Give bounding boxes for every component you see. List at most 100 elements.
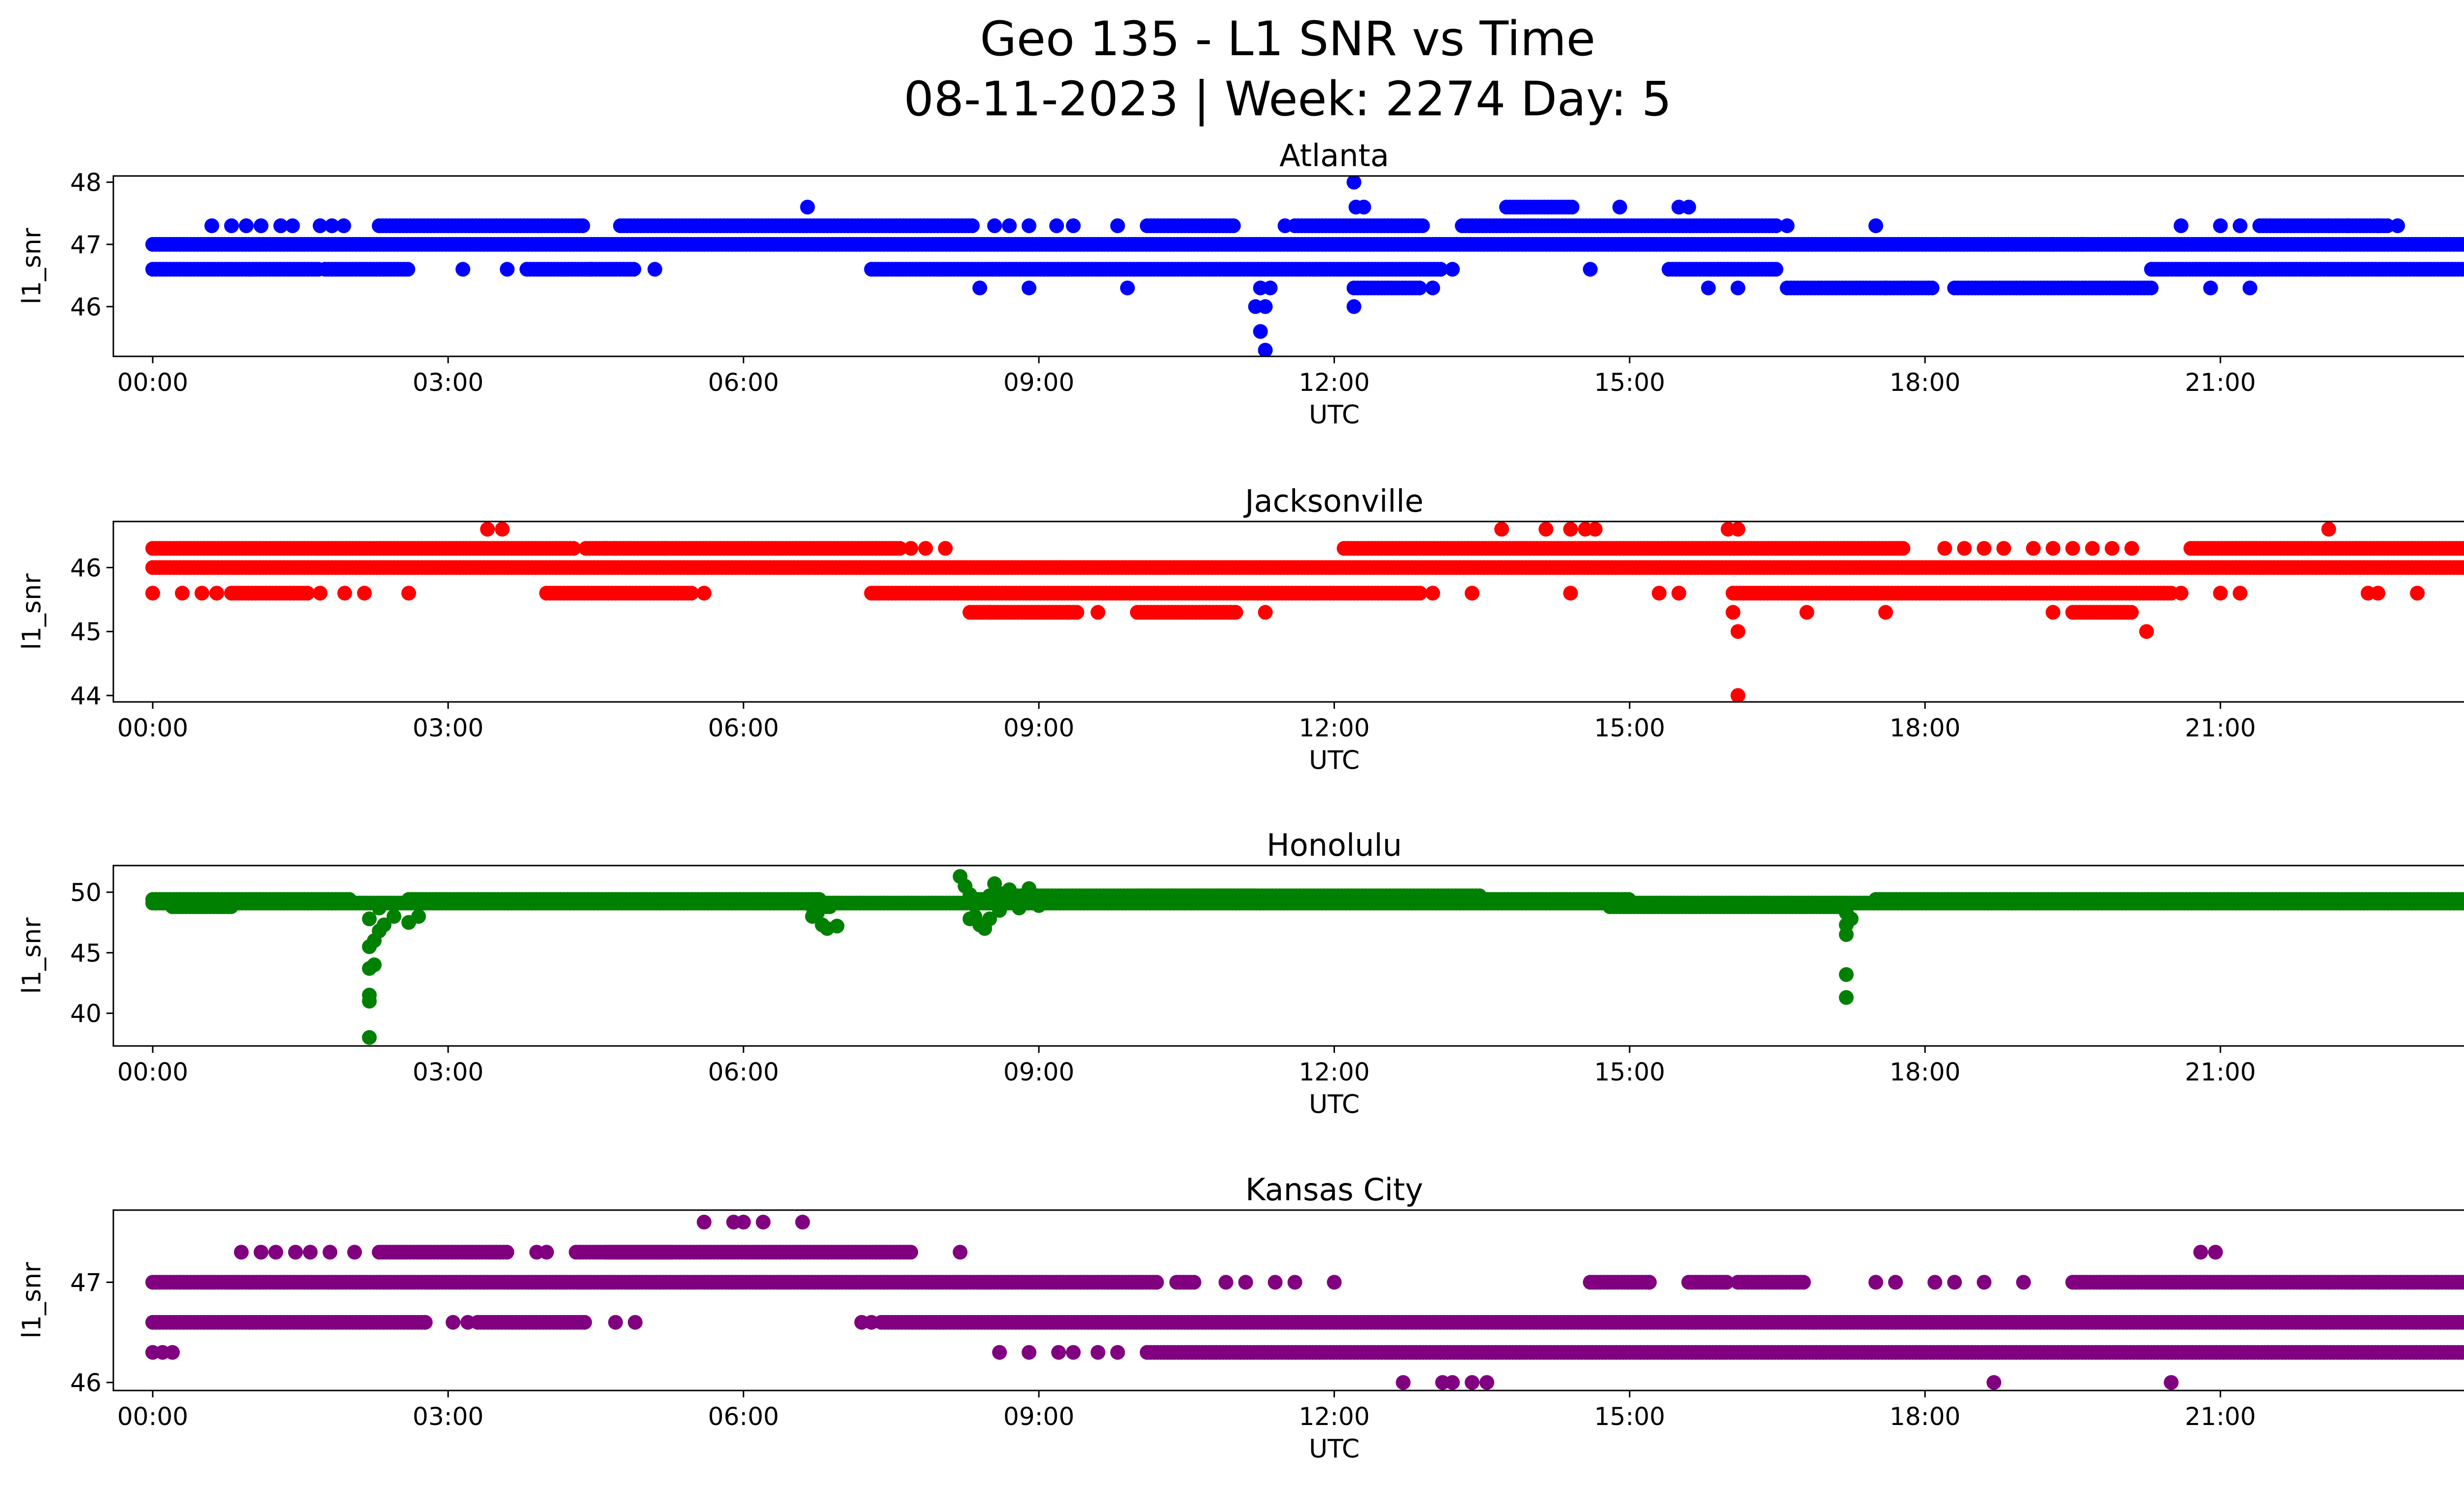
data-point — [2242, 280, 2258, 296]
data-point — [972, 280, 988, 296]
data-point — [2046, 605, 2060, 620]
x-tick-label: 06:00 — [708, 368, 779, 397]
data-point — [1768, 262, 1783, 277]
data-point — [1895, 541, 1911, 556]
x-axis-label: UTC — [1309, 400, 1360, 430]
data-point — [962, 887, 978, 902]
data-point — [376, 917, 392, 933]
data-point — [273, 218, 288, 233]
data-point — [367, 957, 382, 973]
x-tick-label: 00:00 — [117, 714, 188, 742]
data-point — [2075, 237, 2090, 252]
data-point — [892, 541, 907, 556]
data-point — [1839, 905, 1854, 920]
data-point — [1878, 605, 1893, 620]
data-point — [1588, 522, 1603, 537]
data-point — [224, 218, 239, 233]
data-point — [362, 911, 377, 927]
data-point — [1433, 262, 1448, 277]
data-point — [2085, 541, 2100, 556]
data-point — [982, 605, 997, 620]
x-tick-label: 03:00 — [412, 1058, 483, 1086]
x-tick-label: 18:00 — [1889, 368, 1960, 397]
data-point — [2321, 218, 2336, 233]
y-tick-label: 40 — [70, 1000, 102, 1028]
data-point — [1012, 901, 1027, 915]
data-point — [1563, 522, 1578, 537]
data-point — [1066, 218, 1081, 233]
data-point — [1539, 522, 1554, 537]
data-point — [1839, 967, 1854, 982]
data-point — [336, 218, 351, 233]
data-point — [1425, 586, 1440, 601]
data-point — [145, 586, 160, 601]
data-point — [1253, 324, 1268, 339]
data-point — [1996, 541, 2012, 556]
data-point — [918, 541, 933, 556]
data-point — [2410, 586, 2425, 601]
data-point — [657, 541, 672, 556]
data-point — [480, 522, 495, 537]
data-point — [194, 586, 209, 601]
data-point — [411, 909, 426, 924]
data-point — [1671, 586, 1686, 601]
data-point — [1472, 888, 1487, 904]
data-point — [1957, 541, 1972, 556]
data-point — [2046, 237, 2060, 252]
figure-title-line-2: 08-11-2023 | Week: 2274 Day: 5 — [903, 71, 1672, 127]
x-tick-label: 09:00 — [1003, 368, 1074, 397]
data-point — [647, 262, 662, 277]
data-point — [1061, 605, 1076, 620]
x-tick-label: 06:00 — [708, 1058, 779, 1086]
data-point — [1091, 605, 1105, 620]
data-point — [2462, 894, 2464, 905]
data-point — [1346, 299, 1362, 314]
data-point — [2370, 586, 2386, 601]
x-tick-label: 09:00 — [1003, 714, 1074, 742]
data-point — [1651, 586, 1667, 601]
data-point — [965, 218, 980, 233]
x-tick-label: 03:00 — [412, 368, 483, 397]
data-point — [1022, 218, 1037, 233]
data-point — [1258, 605, 1273, 620]
data-point — [1494, 522, 1509, 537]
data-point — [1799, 605, 1814, 620]
data-point — [2460, 238, 2464, 251]
data-point — [2046, 541, 2060, 556]
data-point — [1226, 218, 1241, 233]
data-point — [987, 218, 1002, 233]
data-point — [2460, 561, 2464, 574]
data-point — [938, 541, 953, 556]
data-point — [1277, 218, 1293, 233]
data-point — [253, 218, 269, 233]
data-point — [1049, 218, 1064, 233]
data-point — [992, 903, 1007, 918]
data-point — [2026, 541, 2041, 556]
data-point — [300, 586, 315, 601]
figure-title: Geo 135 - L1 SNR vs Time 08-11-2023 | We… — [0, 9, 2464, 129]
x-tick-label: 21:00 — [2185, 1058, 2256, 1086]
data-point — [1346, 176, 1362, 190]
data-point — [2124, 541, 2139, 556]
data-point — [1258, 343, 1273, 356]
data-point — [285, 218, 300, 233]
subplot-title: Atlanta — [1279, 138, 1389, 174]
x-tick-label: 18:00 — [1889, 1058, 1960, 1086]
data-point — [1725, 605, 1741, 620]
data-point — [1002, 218, 1017, 233]
x-axis-label: UTC — [1309, 1090, 1360, 1119]
data-point — [1022, 280, 1037, 296]
y-axis-label: l1_snr — [17, 573, 47, 650]
data-point — [1730, 624, 1745, 639]
series-honolulu — [145, 869, 2464, 1045]
data-point — [312, 586, 328, 601]
data-point — [1701, 280, 1716, 296]
data-point — [1412, 586, 1428, 601]
data-point — [1681, 200, 1696, 215]
x-tick-label: 15:00 — [1594, 714, 1665, 742]
data-point — [1247, 888, 1262, 904]
y-tick-label: 48 — [70, 169, 102, 197]
